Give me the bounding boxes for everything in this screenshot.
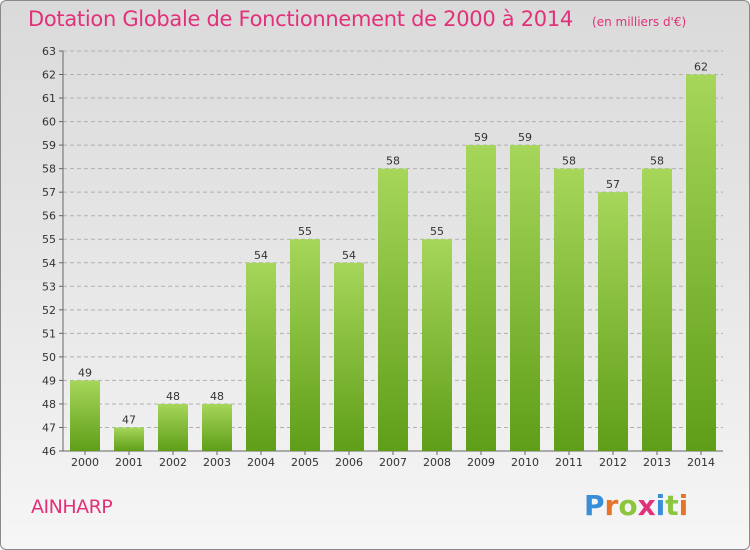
bar xyxy=(246,262,276,451)
chart-title: Dotation Globale de Fonctionnement de 20… xyxy=(28,7,573,31)
data-label: 59 xyxy=(518,131,532,144)
x-tick-label: 2005 xyxy=(291,456,319,469)
logo-letter: P xyxy=(584,489,605,522)
y-tick-label: 51 xyxy=(42,327,56,340)
bar xyxy=(642,168,672,451)
data-label: 49 xyxy=(78,366,92,379)
data-label: 48 xyxy=(210,390,224,403)
y-tick-label: 55 xyxy=(42,233,56,246)
bar xyxy=(510,145,540,451)
proxiti-logo: Proxiti xyxy=(584,489,688,522)
x-tick-label: 2002 xyxy=(159,456,187,469)
data-label: 47 xyxy=(122,413,136,426)
y-tick-label: 49 xyxy=(42,374,56,387)
data-label: 58 xyxy=(650,155,664,168)
commune-name: AINHARP xyxy=(31,496,113,518)
data-label: 54 xyxy=(254,249,268,262)
x-tick-label: 2003 xyxy=(203,456,231,469)
bar xyxy=(158,403,188,451)
x-tick-label: 2009 xyxy=(467,456,495,469)
x-tick-label: 2008 xyxy=(423,456,451,469)
bar xyxy=(598,192,628,452)
data-label: 55 xyxy=(298,225,312,238)
data-label: 54 xyxy=(342,249,356,262)
y-tick-label: 57 xyxy=(42,186,56,199)
x-tick-label: 2007 xyxy=(379,456,407,469)
y-tick-label: 62 xyxy=(42,69,56,82)
bar xyxy=(70,380,100,451)
y-tick-label: 50 xyxy=(42,351,56,364)
data-labels: 49 47 48 48 54 55 54 58 55 59 59 58 57 58 62 xyxy=(78,61,708,427)
chart-subtitle: (en milliers d'€) xyxy=(592,15,687,29)
bar xyxy=(334,262,364,451)
bar xyxy=(202,403,232,451)
data-label: 62 xyxy=(694,61,708,74)
logo-letter: t xyxy=(665,489,679,522)
y-tick-label: 59 xyxy=(42,139,56,152)
x-tick-label: 2001 xyxy=(115,456,143,469)
y-tick-label: 47 xyxy=(42,421,56,434)
data-label: 58 xyxy=(386,155,400,168)
x-tick-label: 2014 xyxy=(687,456,715,469)
data-label: 58 xyxy=(562,155,576,168)
y-tick-label: 60 xyxy=(42,116,56,129)
data-label: 59 xyxy=(474,131,488,144)
y-tick-label: 46 xyxy=(42,445,56,458)
logo-letter: o xyxy=(618,489,638,522)
x-axis: 2000 2001 2002 2003 2004 2005 2006 2007 2008 2009… xyxy=(71,451,715,469)
bar xyxy=(422,239,452,451)
data-label: 57 xyxy=(606,178,620,191)
logo-letter: i xyxy=(678,489,689,522)
y-tick-label: 58 xyxy=(42,163,56,176)
bars xyxy=(70,74,716,452)
bar xyxy=(466,145,496,451)
logo-letter: r xyxy=(604,489,619,522)
y-tick-label: 56 xyxy=(42,210,56,223)
x-tick-label: 2011 xyxy=(555,456,583,469)
logo-letter: i xyxy=(655,489,666,522)
y-tick-label: 63 xyxy=(42,45,56,58)
x-tick-label: 2010 xyxy=(511,456,539,469)
bar xyxy=(114,427,144,451)
y-tick-label: 48 xyxy=(42,398,56,411)
y-tick-label: 61 xyxy=(42,92,56,105)
y-tick-label: 54 xyxy=(42,257,56,270)
logo-letter: x xyxy=(637,489,656,522)
bar xyxy=(686,74,716,451)
y-tick-label: 53 xyxy=(42,280,56,293)
chart-title-block: Dotation Globale de Fonctionnement de 20… xyxy=(28,7,686,31)
data-label: 55 xyxy=(430,225,444,238)
x-tick-label: 2000 xyxy=(71,456,99,469)
data-label: 48 xyxy=(166,390,180,403)
x-tick-label: 2012 xyxy=(599,456,627,469)
bar xyxy=(290,239,320,451)
bar xyxy=(378,168,408,451)
y-tick-label: 52 xyxy=(42,304,56,317)
x-tick-label: 2006 xyxy=(335,456,363,469)
x-tick-label: 2013 xyxy=(643,456,671,469)
bar xyxy=(554,168,584,451)
x-tick-label: 2004 xyxy=(247,456,275,469)
